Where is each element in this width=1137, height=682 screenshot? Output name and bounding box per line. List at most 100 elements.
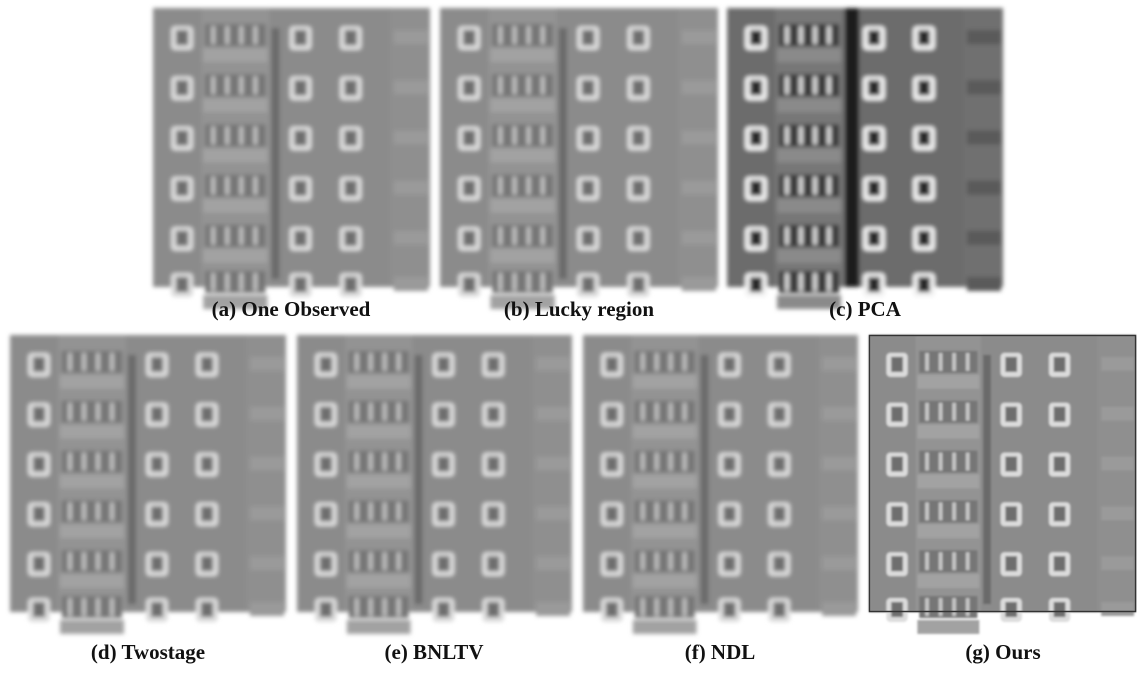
mullion [513, 126, 517, 144]
mullion [952, 552, 956, 570]
right-window [250, 556, 284, 570]
right-window [967, 277, 1001, 291]
mullion [799, 273, 803, 291]
window-pane [773, 506, 785, 521]
mullion [498, 177, 502, 195]
mullion [827, 273, 831, 291]
balcony-slab [777, 199, 841, 213]
mullion [785, 273, 789, 291]
mullion [669, 353, 673, 371]
window-pane [632, 181, 644, 196]
mullion [527, 76, 531, 94]
caption: (b) Lucky region [504, 297, 654, 321]
balcony-slab [347, 620, 411, 634]
balcony-slab [777, 48, 841, 62]
mullion [827, 227, 831, 245]
window-pane [463, 130, 475, 145]
caption: (a) One Observed [212, 297, 371, 321]
window-pane [201, 556, 213, 571]
mullion [513, 273, 517, 291]
window-pane [176, 181, 188, 196]
mullion [355, 502, 359, 520]
mullion [239, 227, 243, 245]
window-pane [632, 277, 644, 292]
window-pane [750, 80, 762, 95]
mullion [498, 26, 502, 44]
mullion [827, 26, 831, 44]
mullion [225, 126, 229, 144]
balcony-slab [203, 48, 267, 62]
window-pane [632, 231, 644, 246]
facade [440, 8, 718, 309]
mullion [952, 598, 956, 616]
mullion [369, 403, 373, 421]
balcony-slab [203, 149, 267, 163]
mullion [813, 126, 817, 144]
mullion [655, 598, 659, 616]
mullion [225, 227, 229, 245]
window-pane [176, 231, 188, 246]
window-pane [33, 357, 45, 372]
window-pane [606, 407, 618, 422]
window-pane [463, 30, 475, 45]
window-pane [320, 357, 332, 372]
mullion [541, 126, 545, 144]
right-window [394, 80, 428, 94]
window-pane [891, 357, 903, 372]
balcony-slab [633, 375, 697, 389]
mullion [541, 177, 545, 195]
window-pane [723, 457, 735, 472]
mullion [96, 598, 100, 616]
mullion [211, 177, 215, 195]
right-window [394, 181, 428, 195]
mullion [239, 76, 243, 94]
mullion [82, 552, 86, 570]
mullion [110, 453, 114, 471]
image-panel [440, 8, 718, 309]
right-window [822, 556, 856, 570]
mullion [966, 598, 970, 616]
mullion [369, 552, 373, 570]
window-pane [176, 130, 188, 145]
window-pane [437, 407, 449, 422]
mullion [211, 227, 215, 245]
mullion [785, 177, 789, 195]
window-pane [437, 357, 449, 372]
mullion [813, 26, 817, 44]
window-pane [918, 130, 930, 145]
window-pane [723, 556, 735, 571]
shadow-stripe [701, 355, 709, 604]
window-pane [723, 506, 735, 521]
mullion [96, 403, 100, 421]
right-window [394, 30, 428, 44]
mullion [68, 552, 72, 570]
window-pane [868, 130, 880, 145]
mullion [397, 502, 401, 520]
mullion [68, 598, 72, 616]
balcony-slab [490, 48, 554, 62]
right-column [532, 335, 572, 612]
mullion [96, 453, 100, 471]
mullion [527, 227, 531, 245]
mullion [110, 502, 114, 520]
mullion [799, 227, 803, 245]
mullion [785, 126, 789, 144]
window-pane [487, 457, 499, 472]
window-pane [918, 231, 930, 246]
right-window [536, 357, 570, 371]
window-pane [1054, 556, 1066, 571]
window-pane [868, 181, 880, 196]
mullion [225, 273, 229, 291]
window-pane [723, 602, 735, 617]
window-pane [320, 407, 332, 422]
window-pane [345, 231, 357, 246]
window-pane [1005, 506, 1017, 521]
window-pane [632, 30, 644, 45]
window-pane [750, 231, 762, 246]
window-pane [868, 231, 880, 246]
mullion [669, 453, 673, 471]
right-window [822, 457, 856, 471]
right-column [1097, 335, 1136, 612]
right-window [822, 357, 856, 371]
mullion [96, 353, 100, 371]
